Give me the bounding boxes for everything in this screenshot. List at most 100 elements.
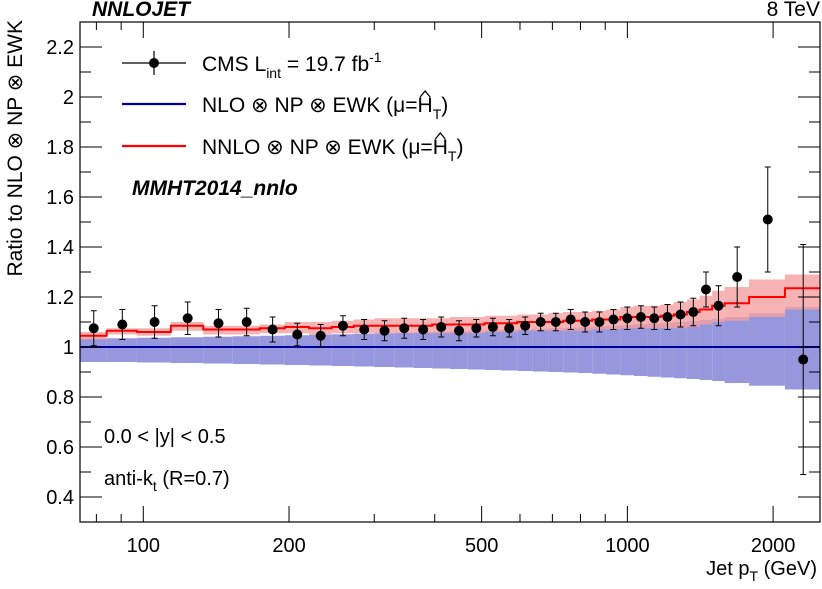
annotations: MMHT2014_nnlo 0.0 < |y| < 0.5 anti-kt (R=0… [104,177,298,494]
nlo-band-bin [374,333,395,367]
x-tick-label: 500 [465,535,498,557]
nlo-band-bin [449,331,468,369]
algorithm-label: anti-kt (R=0.7) [104,468,230,494]
nlo-band-bin [232,336,260,364]
data-point [594,317,605,327]
nlo-band-bin [517,329,533,371]
legend-data-label: CMS Lint = 19.7 fb-1 [202,49,382,81]
data-point [649,313,660,324]
data-point [535,317,546,327]
data-point [662,312,673,322]
data-point [315,330,326,341]
data-points [88,166,809,475]
nlo-band-bin [331,334,354,366]
y-tick-label: 2 [63,87,74,109]
data-point [550,317,561,327]
data-point [267,324,278,335]
data-point [149,317,160,327]
nlo-band-bin [413,332,433,368]
nnlo-band-bin [749,279,785,317]
data-point [359,324,370,335]
data-point [241,317,252,327]
nlo-band-bin [394,332,414,368]
legend: CMS Lint = 19.7 fb-1 NLO ⊗ NP ⊗ EWK (μ=HT… [122,49,463,164]
data-point [565,314,576,325]
y-tick-label: 1.6 [46,187,74,209]
data-point [436,322,447,332]
x-tick-label: 100 [127,535,160,557]
data-point [580,317,591,327]
data-point [520,320,531,331]
nlo-band-bin [699,320,713,380]
data-point [700,284,711,295]
legend-nnlo-label: NNLO ⊗ NP ⊗ EWK (μ=HT) [202,136,463,164]
nlo-band-bin [106,338,137,362]
nlo-band-bin [136,337,171,363]
data-point [454,325,465,336]
data-point [622,313,633,324]
nlo-band-bin [203,336,233,364]
nlo-band-bin [563,327,578,373]
nlo-band-bin [467,330,485,370]
data-point [798,354,809,365]
nlo-band-bin [784,307,820,390]
x-tick-label: 1000 [605,535,650,557]
nlo-band-bin [660,322,674,378]
data-point [732,272,743,282]
nlo-band-bin [532,328,549,372]
pdf-label: MMHT2014_nnlo [132,177,298,200]
theory-lines [80,287,820,348]
data-point [88,323,99,334]
nlo-band-bin [647,323,661,377]
nnlo-band-bin [784,274,820,310]
nlo-band-bin [309,334,332,366]
nlo-band-bin [432,331,450,369]
nnlo-central-line [80,287,820,337]
y-tick-label: 0.4 [46,487,74,509]
nlo-band-bin [548,328,564,372]
x-axis-label: Jet pT (GeV) [706,558,817,584]
y-tick-label: 1.2 [46,287,74,309]
data-point [379,325,390,336]
hat-accent [419,89,431,98]
data-point [182,313,193,324]
legend-data-marker [149,58,159,68]
x-tick-label: 200 [272,535,305,557]
header-right-label: 8 TeV [766,0,820,21]
y-tick-label: 0.8 [46,387,74,409]
nlo-band-bin [170,337,204,363]
nlo-band-bin [724,317,750,383]
y-tick-label: 1 [63,337,74,359]
nlo-band-bin [500,329,518,371]
data-point [399,323,410,334]
nlo-band-bin [353,333,375,367]
y-tick-label: 1.4 [46,237,74,259]
data-point [418,324,429,335]
nlo-band-bin [80,338,107,362]
nlo-band-bin [620,325,634,376]
nlo-band-bin [633,324,648,376]
data-point [762,214,773,225]
nlo-band-bin [577,327,593,373]
data-point [117,319,128,330]
y-tick-label: 1.8 [46,137,74,159]
nlo-band-bin [592,326,607,374]
y-tick-label: 0.6 [46,437,74,459]
y-axis-label: Ratio to NLO ⊗ NP ⊗ EWK [4,20,27,277]
nlo-band-bin [749,313,785,386]
axis-labels: 0.4 0.6 0.8 1 1.2 1.4 1.6 1.8 2 2.2 100 200 500 1000 2… [4,20,817,584]
nlo-band-bin [606,325,621,375]
data-point [713,300,724,311]
x-tick-label: 2000 [751,535,796,557]
data-point [688,307,699,317]
nlo-band-bin [673,322,687,379]
hat-accent [434,131,446,140]
data-point [213,318,224,329]
data-point [504,323,515,334]
y-tick-label: 2.2 [46,37,74,59]
data-point [292,329,303,340]
nlo-band-bin [686,321,700,379]
nlo-band-bin [712,318,725,381]
data-point [471,323,482,334]
